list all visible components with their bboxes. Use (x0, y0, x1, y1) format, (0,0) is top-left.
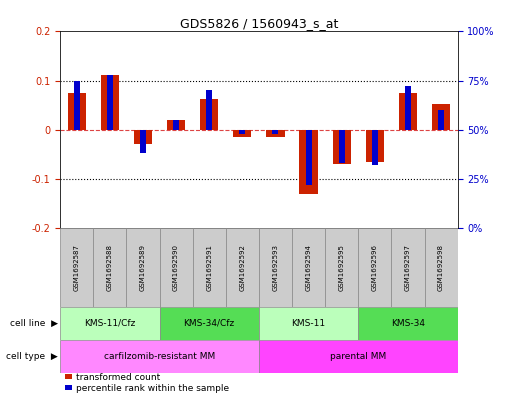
Bar (200, 99, 218, 130)
Text: cell line  ▶: cell line ▶ (9, 319, 58, 328)
Bar (333, 130, 351, 164)
Text: KMS-34: KMS-34 (391, 319, 425, 328)
Bar (259, 307, 358, 340)
Text: GSM1692590: GSM1692590 (173, 244, 179, 291)
Bar (366, 130, 384, 162)
Bar (233, 130, 252, 137)
Bar (240, 130, 245, 134)
Bar (140, 130, 146, 153)
Text: GSM1692592: GSM1692592 (240, 244, 245, 291)
Text: percentile rank within the sample: percentile rank within the sample (76, 384, 229, 393)
Text: cell type  ▶: cell type ▶ (6, 352, 58, 361)
Text: carfilzomib-resistant MM: carfilzomib-resistant MM (104, 352, 215, 361)
Bar (160, 228, 192, 307)
Bar (438, 110, 444, 130)
Text: GSM1692589: GSM1692589 (140, 244, 146, 291)
Bar (405, 86, 411, 130)
Text: GSM1692591: GSM1692591 (206, 244, 212, 291)
Bar (101, 75, 119, 130)
Text: parental MM: parental MM (330, 352, 386, 361)
Bar (300, 130, 317, 194)
Text: GSM1692595: GSM1692595 (339, 244, 345, 291)
Bar (325, 228, 358, 307)
Text: GSM1692587: GSM1692587 (74, 244, 79, 291)
Bar (60, 307, 160, 340)
Text: KMS-11: KMS-11 (291, 319, 326, 328)
Bar (67, 93, 86, 130)
Bar (173, 120, 179, 130)
Bar (292, 228, 325, 307)
Bar (425, 228, 458, 307)
Bar (74, 81, 79, 130)
Bar (259, 228, 292, 307)
Bar (391, 228, 425, 307)
Bar (266, 130, 285, 137)
Bar (192, 228, 226, 307)
Text: GSM1692597: GSM1692597 (405, 244, 411, 291)
Bar (167, 120, 185, 130)
Text: GSM1692594: GSM1692594 (305, 244, 312, 291)
Bar (272, 130, 278, 134)
Bar (206, 90, 212, 130)
Text: GSM1692598: GSM1692598 (438, 244, 444, 291)
Bar (399, 93, 417, 130)
Text: KMS-34/Cfz: KMS-34/Cfz (184, 319, 235, 328)
Bar (432, 104, 450, 130)
Bar (107, 75, 113, 130)
Text: GSM1692593: GSM1692593 (272, 244, 278, 291)
Bar (60, 228, 93, 307)
Text: GSM1692596: GSM1692596 (372, 244, 378, 291)
Bar (127, 228, 160, 307)
Bar (358, 307, 458, 340)
Bar (372, 130, 378, 165)
Title: GDS5826 / 1560943_s_at: GDS5826 / 1560943_s_at (180, 17, 338, 30)
Bar (259, 340, 458, 373)
Bar (60, 340, 259, 373)
Bar (226, 228, 259, 307)
Bar (160, 307, 259, 340)
Bar (339, 130, 345, 163)
Bar (358, 228, 391, 307)
Bar (134, 130, 152, 145)
Bar (93, 228, 127, 307)
Text: KMS-11/Cfz: KMS-11/Cfz (84, 319, 135, 328)
Text: transformed count: transformed count (76, 373, 160, 382)
Text: GSM1692588: GSM1692588 (107, 244, 113, 291)
Bar (305, 130, 312, 185)
